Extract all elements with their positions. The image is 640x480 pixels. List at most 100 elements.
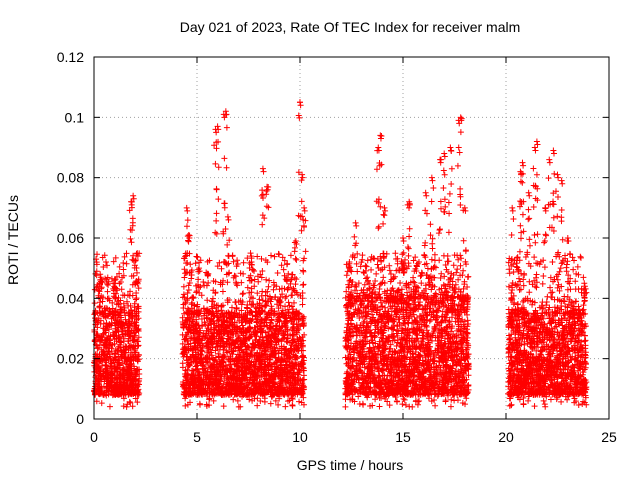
data-point [431, 251, 438, 258]
data-point [187, 261, 194, 268]
data-point [106, 403, 113, 410]
data-point [460, 267, 467, 274]
data-point [135, 285, 142, 292]
data-point [135, 305, 142, 312]
data-point [203, 282, 210, 289]
data-point [424, 265, 431, 272]
data-point [196, 268, 203, 275]
data-point [98, 353, 105, 359]
data-point [123, 403, 130, 410]
data-point [359, 252, 366, 259]
data-point [113, 338, 120, 345]
data-point [112, 328, 119, 335]
data-point [287, 252, 294, 259]
data-point [121, 292, 128, 299]
data-point [192, 260, 199, 267]
data-point [95, 294, 102, 301]
data-point [115, 361, 122, 368]
data-point [134, 250, 141, 257]
data-point [126, 322, 133, 329]
data-point [113, 383, 120, 390]
data-point [95, 344, 102, 351]
data-point [120, 403, 127, 410]
data-point [126, 390, 133, 397]
data-point [259, 221, 266, 228]
data-point [188, 275, 195, 282]
data-point [368, 266, 375, 273]
data-point [268, 252, 275, 259]
data-point [106, 322, 113, 329]
data-point [127, 302, 134, 309]
data-point [128, 381, 135, 388]
data-point [213, 210, 220, 217]
data-point [194, 254, 201, 261]
data-point [133, 269, 140, 276]
data-point [132, 257, 139, 264]
data-point [115, 391, 122, 398]
data-point [94, 251, 101, 258]
data-point [219, 288, 226, 295]
data-point [126, 292, 133, 299]
data-point [132, 395, 139, 402]
data-point [223, 124, 230, 131]
data-point [111, 319, 118, 326]
data-point [132, 373, 139, 380]
data-point [441, 273, 448, 280]
data-point [127, 399, 134, 406]
data-point [109, 392, 116, 399]
data-point [292, 238, 299, 245]
data-point [125, 317, 132, 324]
data-point [229, 304, 236, 311]
data-point [225, 216, 232, 223]
data-point [291, 239, 298, 246]
data-point [104, 262, 111, 269]
data-point [113, 332, 120, 339]
data-point [373, 270, 380, 277]
data-point [92, 391, 99, 398]
data-point [128, 273, 135, 280]
data-point [93, 268, 100, 275]
data-point [96, 309, 103, 316]
data-point [130, 337, 137, 344]
data-point [195, 276, 202, 283]
data-point [133, 295, 140, 302]
data-point [131, 363, 138, 370]
data-point [188, 301, 195, 308]
data-point [98, 279, 105, 286]
data-point [101, 356, 108, 363]
data-point [261, 215, 268, 222]
data-point [362, 262, 369, 269]
data-point [221, 155, 228, 162]
data-point [224, 213, 231, 220]
data-point [193, 253, 200, 260]
data-point [213, 185, 220, 192]
data-point [124, 401, 131, 408]
data-point [94, 283, 101, 290]
data-point [261, 398, 268, 405]
data-point [300, 267, 307, 274]
data-point [448, 396, 455, 403]
data-point [96, 384, 103, 391]
data-point [128, 227, 135, 234]
data-point [215, 164, 222, 171]
data-point [100, 320, 107, 327]
data-point [96, 335, 103, 342]
data-point [184, 259, 191, 266]
data-point [132, 279, 139, 286]
data-point [121, 385, 128, 392]
data-point [131, 300, 138, 307]
data-point [196, 265, 203, 272]
data-point [105, 295, 112, 302]
data-point [104, 305, 111, 312]
data-point [363, 263, 370, 270]
data-point [113, 273, 120, 280]
data-point [190, 295, 197, 302]
data-point [244, 284, 251, 291]
data-point [213, 217, 220, 224]
data-point [94, 345, 101, 352]
data-point [298, 198, 305, 205]
data-point [93, 334, 100, 341]
data-point [117, 366, 124, 373]
data-point [123, 260, 130, 267]
